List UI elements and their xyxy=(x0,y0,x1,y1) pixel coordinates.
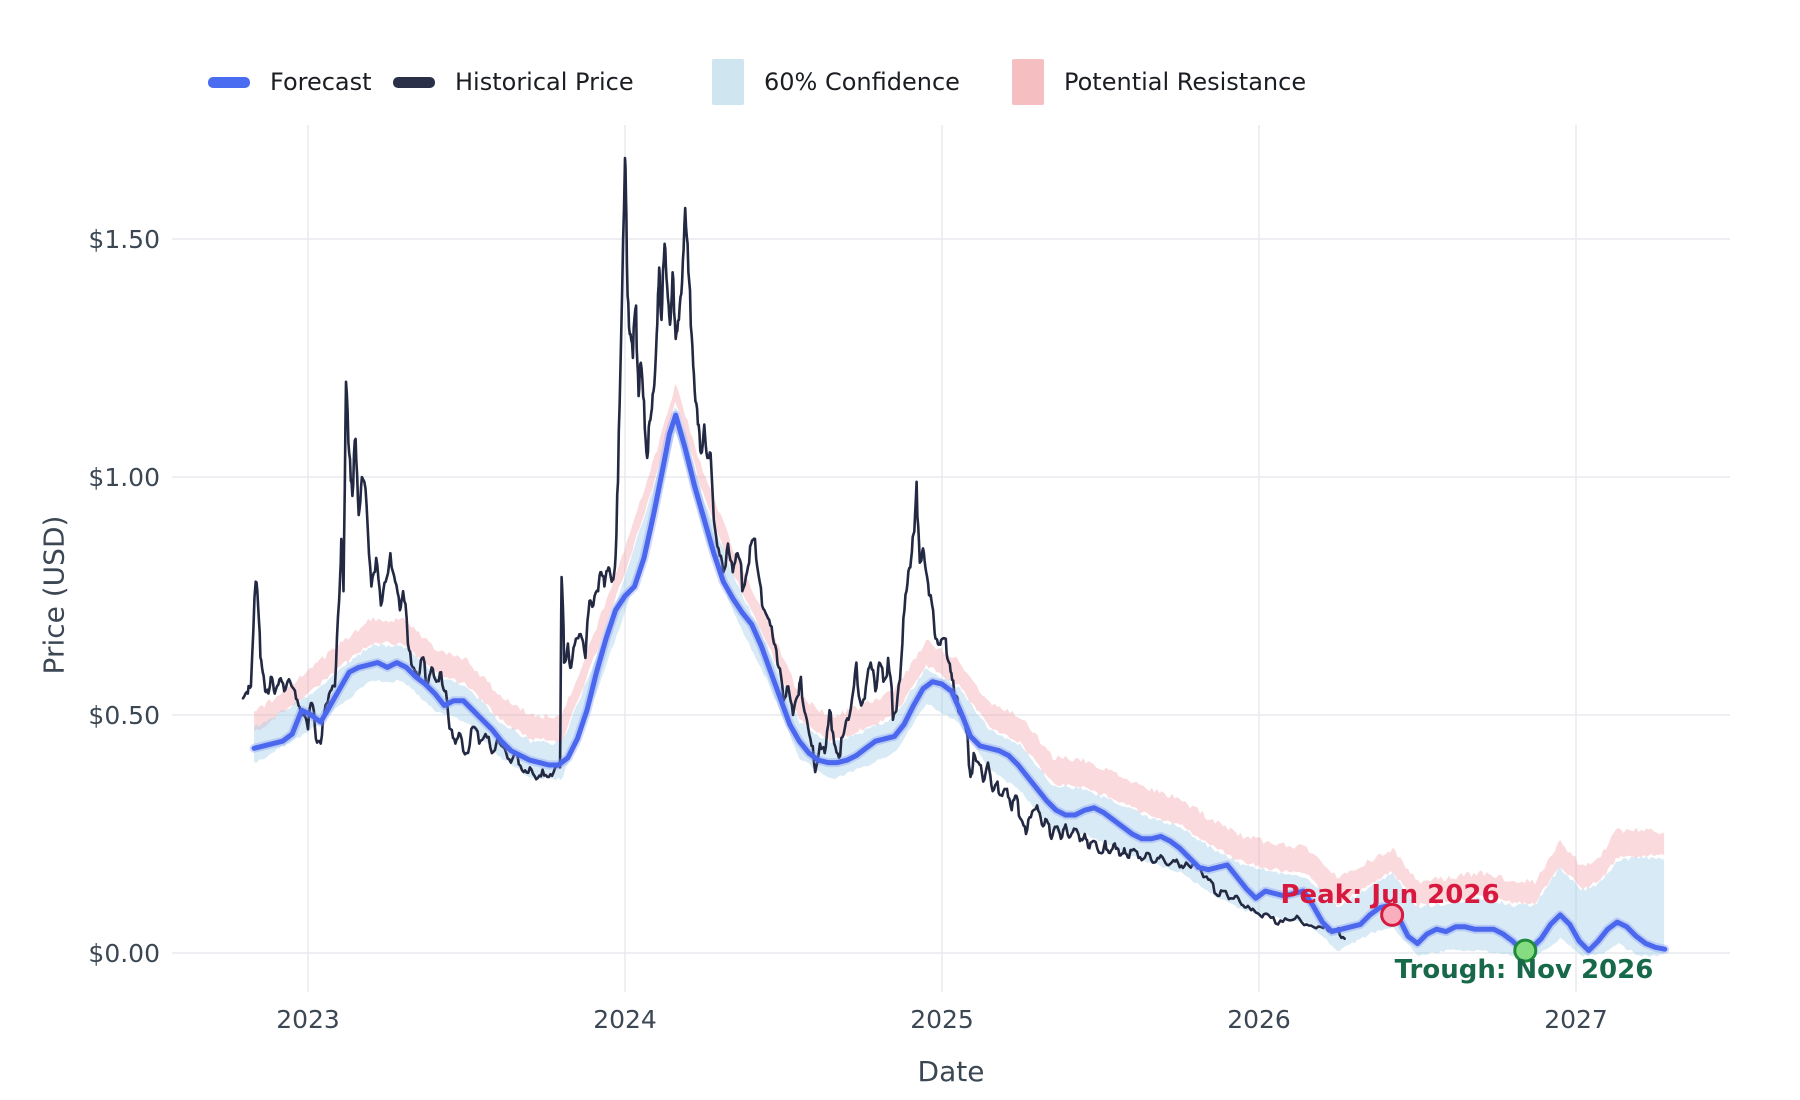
legend-label: Historical Price xyxy=(455,68,634,96)
y-tick-1.00: $1.00 xyxy=(88,463,160,492)
x-tick-2026: 2026 xyxy=(1227,1005,1291,1034)
forecast-line-swatch-icon xyxy=(208,76,250,88)
legend-item-historical-price[interactable]: Historical Price xyxy=(393,54,634,110)
x-axis-title: Date xyxy=(917,1055,985,1088)
y-tick-1.50: $1.50 xyxy=(88,225,160,254)
x-tick-2025: 2025 xyxy=(910,1005,974,1034)
historical-line-swatch-icon xyxy=(393,76,435,88)
trough-annotation-label: Trough: Nov 2026 xyxy=(1394,955,1654,985)
x-tick-2024: 2024 xyxy=(593,1005,657,1034)
legend-label: Potential Resistance xyxy=(1064,68,1307,96)
legend: Forecast Historical Price 60% Confidence… xyxy=(0,54,1800,110)
x-tick-2027: 2027 xyxy=(1544,1005,1608,1034)
x-tick-2023: 2023 xyxy=(276,1005,340,1034)
legend-item-resistance[interactable]: Potential Resistance xyxy=(1012,54,1306,110)
legend-label: Forecast xyxy=(270,68,372,96)
y-tick-0.50: $0.50 xyxy=(88,701,160,730)
confidence-patch-swatch-icon xyxy=(712,59,744,105)
y-axis-title: Price (USD) xyxy=(37,515,71,675)
peak-annotation-label: Peak: Jun 2026 xyxy=(1280,880,1500,910)
y-tick-0.00: $0.00 xyxy=(88,939,160,968)
legend-item-confidence[interactable]: 60% Confidence xyxy=(712,54,960,110)
legend-label: 60% Confidence xyxy=(764,68,960,96)
legend-item-forecast[interactable]: Forecast xyxy=(208,54,372,110)
resistance-patch-swatch-icon xyxy=(1012,59,1044,105)
